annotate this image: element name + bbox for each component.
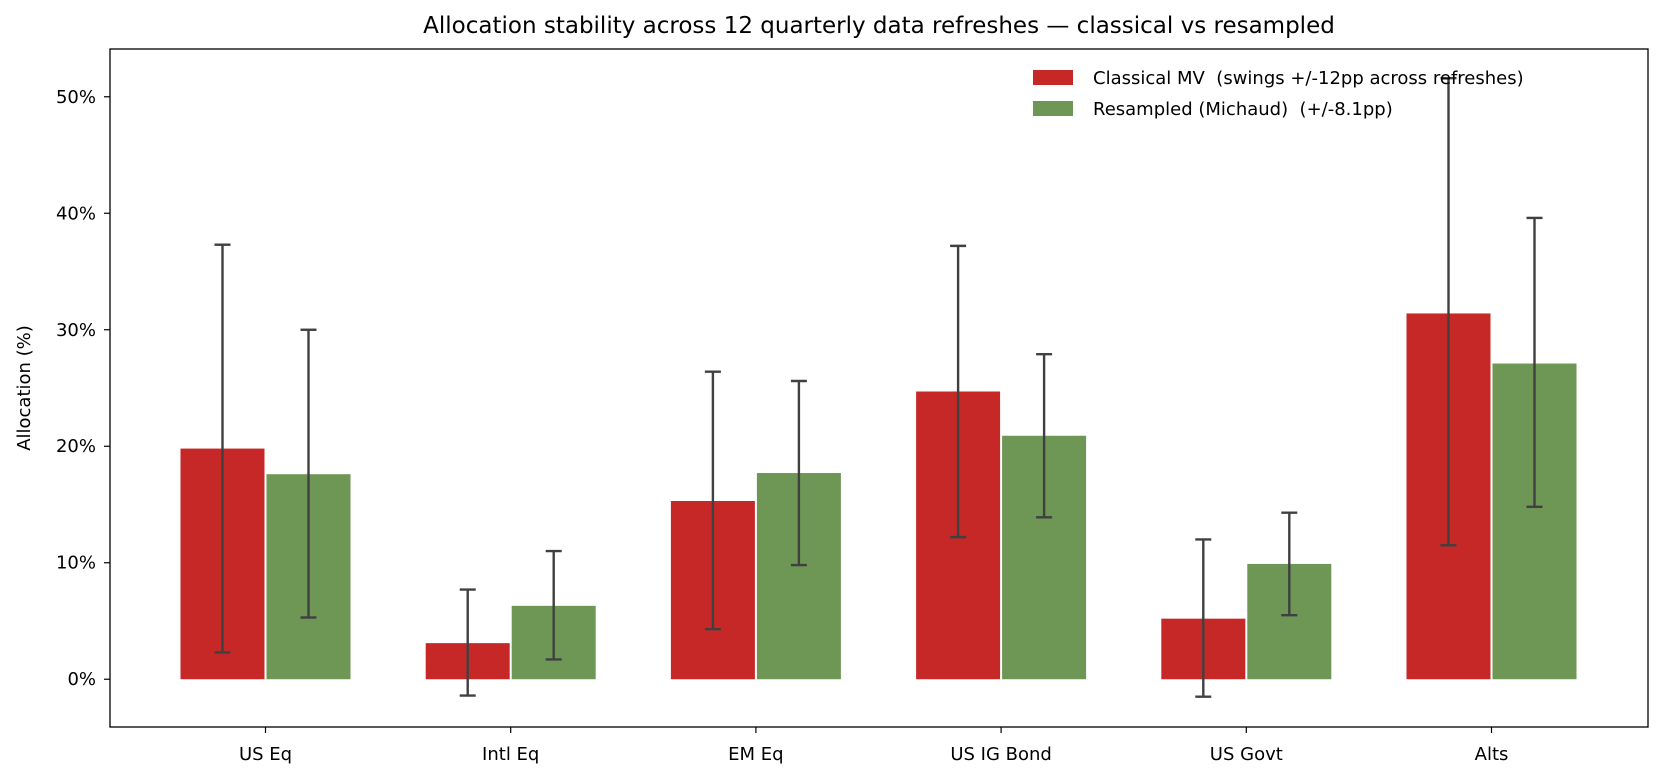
errorbar-classical-em-eq: [704, 370, 721, 631]
x-tick-label-intl-eq: Intl Eq: [482, 744, 539, 765]
chart-title: Allocation stability across 12 quarterly…: [423, 13, 1335, 39]
legend-label-classical: Classical MV (swings +/-12pp across refr…: [1093, 68, 1524, 89]
x-tick-label-alts: Alts: [1475, 744, 1509, 765]
errorbar-resampled-em-eq: [790, 379, 807, 567]
y-tick-label-30: 30%: [56, 320, 96, 341]
x-tick-label-us-eq: US Eq: [239, 744, 292, 765]
y-axis-ticks: 0% 10% 20% 30% 40% 50%: [56, 87, 110, 690]
errorbar-classical-us-govt: [1195, 538, 1212, 698]
errorbar-resampled-intl-eq: [545, 549, 562, 661]
plot-frame: [109, 48, 1649, 728]
errorbar-resampled-us-govt: [1281, 511, 1298, 617]
errorbar-resampled-us-ig-bond: [1036, 353, 1053, 519]
x-axis-ticks: US Eq Intl Eq EM Eq US IG Bond US Govt Alts: [239, 727, 1508, 765]
legend-label-resampled: Resampled (Michaud) (+/-8.1pp): [1093, 99, 1393, 120]
x-tick-label-em-eq: EM Eq: [728, 744, 783, 765]
errorbar-resampled-us-eq: [300, 328, 317, 619]
y-axis-label: Allocation (%): [14, 325, 35, 451]
errorbar-classical-us-ig-bond: [950, 244, 967, 539]
legend: Classical MV (swings +/-12pp across refr…: [1033, 68, 1524, 120]
y-tick-label-40: 40%: [56, 203, 96, 224]
legend-swatch-resampled: [1033, 101, 1073, 116]
legend-swatch-classical: [1033, 70, 1073, 85]
x-tick-label-us-govt: US Govt: [1210, 744, 1283, 765]
x-tick-label-us-ig-bond: US IG Bond: [950, 744, 1052, 765]
y-tick-label-10: 10%: [56, 553, 96, 574]
y-tick-label-20: 20%: [56, 436, 96, 457]
errorbar-classical-us-eq: [214, 243, 231, 654]
y-tick-label-0: 0%: [67, 669, 96, 690]
errorbar-resampled-alts: [1526, 216, 1543, 509]
errorbar-classical-intl-eq: [459, 588, 476, 697]
bars-layer: [180, 313, 1577, 680]
errorbar-classical-alts: [1440, 76, 1457, 547]
y-tick-label-50: 50%: [56, 87, 96, 108]
errorbars-layer: [214, 76, 1543, 698]
